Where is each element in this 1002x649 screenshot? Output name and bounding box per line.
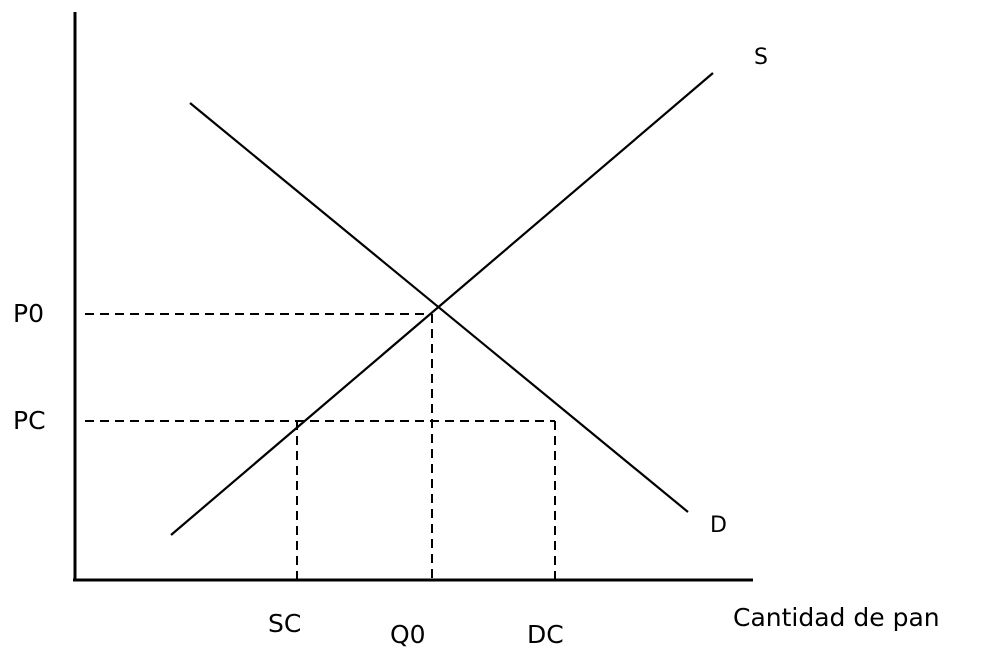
q0-label: Q0 (390, 620, 426, 649)
demand-label: D (710, 513, 727, 538)
sc-label: SC (268, 609, 301, 638)
supply-label: S (754, 45, 768, 70)
x-axis-title: Cantidad de pan (733, 603, 940, 632)
dc-label: DC (527, 620, 564, 649)
p0-label: P0 (13, 299, 44, 328)
pc-label: PC (13, 406, 46, 435)
supply-curve (170, 72, 714, 536)
